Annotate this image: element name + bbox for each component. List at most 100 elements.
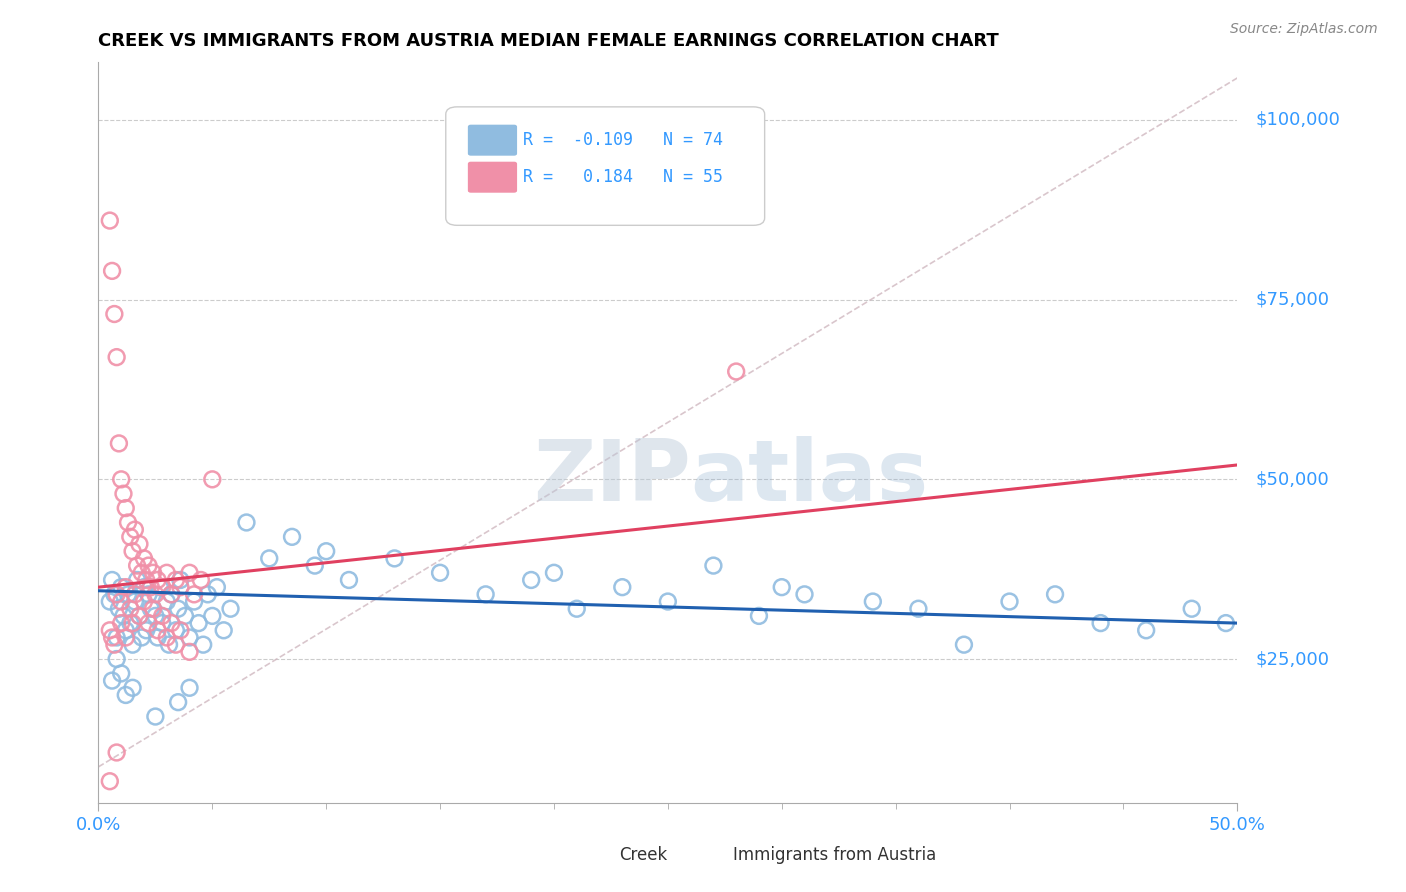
- Point: [135, 624, 157, 638]
- Point: [138, 616, 160, 631]
- Point: [748, 608, 770, 623]
- Point: [565, 601, 588, 615]
- Point: [150, 580, 173, 594]
- Point: [142, 566, 165, 580]
- Point: [183, 594, 205, 608]
- Point: [1043, 587, 1066, 601]
- Point: [304, 558, 326, 573]
- Point: [114, 580, 136, 594]
- Point: [110, 580, 132, 594]
- Point: [112, 608, 135, 623]
- Point: [121, 638, 143, 652]
- Text: $100,000: $100,000: [1256, 111, 1340, 129]
- Point: [114, 501, 136, 516]
- Point: [103, 638, 125, 652]
- Point: [337, 573, 360, 587]
- Point: [131, 566, 153, 580]
- Point: [543, 566, 565, 580]
- Point: [142, 601, 165, 615]
- Point: [429, 566, 451, 580]
- Point: [146, 624, 169, 638]
- Point: [1135, 624, 1157, 638]
- Point: [187, 616, 209, 631]
- Point: [235, 516, 257, 530]
- FancyBboxPatch shape: [689, 844, 727, 870]
- Point: [156, 631, 179, 645]
- Text: Immigrants from Austria: Immigrants from Austria: [733, 846, 936, 863]
- Point: [160, 616, 183, 631]
- Point: [197, 587, 219, 601]
- Point: [157, 638, 180, 652]
- Point: [146, 631, 169, 645]
- Point: [156, 566, 179, 580]
- Point: [1181, 601, 1204, 615]
- Point: [101, 264, 124, 278]
- Point: [117, 587, 139, 601]
- Point: [793, 587, 815, 601]
- Point: [132, 580, 155, 594]
- Point: [128, 608, 150, 623]
- Point: [121, 616, 143, 631]
- Point: [179, 681, 201, 695]
- Point: [105, 631, 128, 645]
- FancyBboxPatch shape: [468, 126, 516, 155]
- Point: [259, 551, 281, 566]
- Point: [201, 608, 224, 623]
- Point: [193, 638, 215, 652]
- Point: [657, 594, 679, 608]
- Point: [953, 638, 976, 652]
- Point: [725, 365, 748, 379]
- Point: [101, 673, 124, 688]
- Point: [110, 666, 132, 681]
- Point: [131, 631, 153, 645]
- Point: [124, 587, 146, 601]
- Point: [702, 558, 724, 573]
- Point: [998, 594, 1021, 608]
- Point: [190, 573, 212, 587]
- Point: [183, 587, 205, 601]
- Text: Creek: Creek: [619, 846, 666, 863]
- Text: $25,000: $25,000: [1256, 650, 1330, 668]
- Point: [167, 601, 190, 615]
- Point: [212, 624, 235, 638]
- Point: [384, 551, 406, 566]
- Point: [110, 472, 132, 486]
- Point: [108, 436, 131, 450]
- Point: [139, 601, 162, 615]
- Point: [165, 573, 187, 587]
- Point: [132, 551, 155, 566]
- Point: [124, 594, 146, 608]
- Point: [770, 580, 793, 594]
- Point: [101, 631, 124, 645]
- Point: [120, 530, 142, 544]
- Point: [120, 616, 142, 631]
- Point: [103, 587, 125, 601]
- Point: [127, 573, 149, 587]
- Point: [114, 631, 136, 645]
- Point: [103, 307, 125, 321]
- Point: [127, 558, 149, 573]
- Point: [160, 587, 183, 601]
- Point: [150, 608, 173, 623]
- Point: [105, 746, 128, 760]
- Point: [105, 587, 128, 601]
- Point: [165, 638, 187, 652]
- Point: [145, 608, 167, 623]
- Point: [110, 616, 132, 631]
- Point: [128, 608, 150, 623]
- Point: [169, 580, 191, 594]
- Text: atlas: atlas: [690, 435, 929, 518]
- Point: [110, 594, 132, 608]
- Text: R =  -0.109   N = 74: R = -0.109 N = 74: [523, 131, 723, 149]
- Point: [156, 594, 179, 608]
- Point: [179, 631, 201, 645]
- Point: [124, 523, 146, 537]
- Point: [150, 616, 173, 631]
- Point: [205, 580, 228, 594]
- FancyBboxPatch shape: [446, 107, 765, 226]
- Point: [862, 594, 884, 608]
- Point: [128, 537, 150, 551]
- Text: Source: ZipAtlas.com: Source: ZipAtlas.com: [1230, 22, 1378, 37]
- Point: [179, 566, 201, 580]
- Point: [121, 544, 143, 558]
